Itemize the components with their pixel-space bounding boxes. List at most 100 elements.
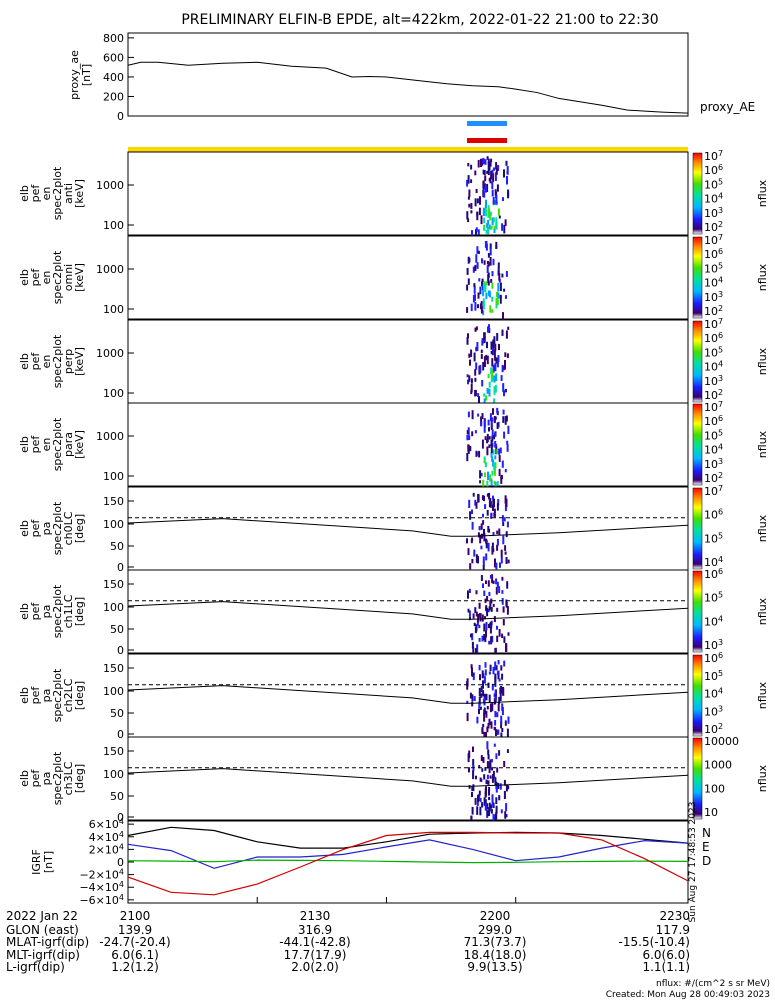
spectrogram-cell [482, 513, 484, 518]
spectrogram-cell [494, 416, 497, 420]
spectrogram-cell [490, 420, 493, 427]
spectrogram-cell [491, 635, 494, 643]
spectrogram-cell [471, 230, 473, 236]
spectrogram-cell [468, 785, 471, 789]
panel-2: elbpefenspec2plotomni[keV] 10001001071061… [18, 233, 769, 320]
spectrogram-cell [483, 332, 486, 341]
spectrogram-cell [476, 342, 479, 351]
spectrogram-cell [467, 196, 470, 200]
spectrogram-cell [466, 284, 469, 291]
spectrogram-cell [500, 686, 503, 694]
spectrogram-cell [478, 687, 481, 697]
spectrogram-cell [496, 712, 499, 718]
spectrogram-cell [484, 175, 487, 182]
spectrogram-cell [476, 198, 479, 204]
spectrogram-cell [482, 565, 485, 570]
spectrogram-cell [478, 794, 481, 802]
spectrogram-cell [487, 754, 490, 760]
ephemeris-value: 2130 [300, 909, 331, 923]
panel-tick-label: 0 [117, 644, 124, 657]
spectrogram-cell [499, 282, 502, 292]
spectrogram-cell [501, 728, 504, 732]
spectrogram-cell [482, 288, 485, 297]
spectrogram-cell [471, 791, 473, 798]
spectrogram-cell [474, 170, 477, 176]
igrf-series-bz [127, 859, 689, 864]
spectrogram-cell [498, 586, 501, 593]
spectrogram-cell [484, 436, 487, 441]
spectrogram-cell [486, 741, 489, 750]
spectrogram-cell [493, 616, 496, 623]
panel-ylabel: elbpefpaspec2plotch1LC[deg] [18, 584, 86, 638]
spectrogram-cell [475, 554, 478, 563]
spectrogram-cell [501, 474, 503, 479]
spectrogram-cell [486, 595, 489, 601]
spectrogram-cell [483, 426, 486, 433]
spectrogram-cell [494, 648, 497, 656]
spectrogram-cell [474, 264, 477, 271]
spectrogram-cell [493, 726, 496, 731]
spectrogram-cell [481, 278, 484, 282]
spectrogram-cell [478, 638, 481, 642]
spectrogram-cell [496, 625, 498, 630]
spectrogram-cell [501, 273, 504, 278]
spectrogram-cell [486, 480, 489, 489]
spectrogram-cell [482, 362, 485, 371]
panel-tick-label: 100 [103, 768, 124, 781]
spectrogram-cell [507, 189, 510, 199]
spectrogram-cell [492, 346, 494, 356]
spectrogram-cell [504, 551, 507, 555]
spectrogram-cell [497, 262, 500, 268]
spectrogram-cell [505, 415, 508, 422]
spectrogram-cell [479, 674, 481, 681]
spectrogram-cell [467, 411, 470, 418]
spectrogram-cell [490, 452, 493, 458]
spectrogram-cell [476, 620, 479, 626]
spectrogram-cell [487, 608, 490, 613]
spectrogram-cell [504, 219, 507, 226]
panel-6: elbpefpaspec2plotch1LC[deg] 150 100 50 0 106 1… [18, 567, 769, 657]
spectrogram-cell [492, 173, 495, 182]
panel-ylabel: elbpefpaspec2plotch3LC[deg] [18, 751, 86, 805]
spectrogram-cell [479, 286, 482, 295]
spectrogram-cell [494, 172, 497, 181]
igrf-ylabel: IGRF[nT] [30, 849, 55, 875]
spectrogram-cell [494, 661, 497, 671]
spectrogram-cell [487, 471, 489, 480]
spectrogram-cell [471, 786, 474, 791]
spectrogram-cell [503, 390, 505, 397]
spectrogram-cell [481, 768, 484, 772]
spectrogram-cell [478, 526, 481, 531]
spectrogram-cell [490, 225, 493, 230]
spectrogram-cell [471, 694, 474, 702]
spectrogram-cell [507, 559, 510, 564]
ephemeris-value: -24.7(-20.4) [99, 935, 170, 949]
color-bar-tick-label: 106 [704, 247, 723, 261]
spectrogram-cell [506, 606, 509, 615]
spectrogram-cell [467, 256, 470, 264]
spectrogram-cell [490, 641, 493, 645]
spectrogram-cell [484, 669, 487, 676]
ephemeris-value: 117.9 [656, 923, 690, 937]
spectrogram-cell [479, 364, 482, 374]
igrf-series-by [127, 839, 689, 869]
created-note: Created: Mon Aug 28 00:49:03 2023 [606, 990, 770, 1000]
spectrogram-cell [503, 790, 506, 799]
spectrogram-cell [498, 468, 501, 477]
spectrogram-cell [496, 530, 499, 535]
spectrogram-cell [492, 217, 495, 223]
spectrogram-cell [466, 700, 469, 704]
spectrogram-cell [473, 549, 476, 557]
panel-ylabel: elbpefpaspec2plotch0LC[deg] [18, 501, 86, 555]
panel-tick-label: 150 [103, 495, 124, 508]
proxy-ae-tick-label: 400 [103, 71, 124, 84]
spectrogram-cell [488, 388, 491, 397]
spectrogram-cell [480, 421, 483, 427]
spectrogram-cell [481, 338, 484, 344]
spectrogram-cell [483, 419, 486, 426]
spectrogram-cell [487, 168, 490, 176]
spectrogram-cell [480, 306, 483, 314]
spectrogram-cell [470, 210, 473, 214]
spectrogram-cell [499, 294, 502, 299]
